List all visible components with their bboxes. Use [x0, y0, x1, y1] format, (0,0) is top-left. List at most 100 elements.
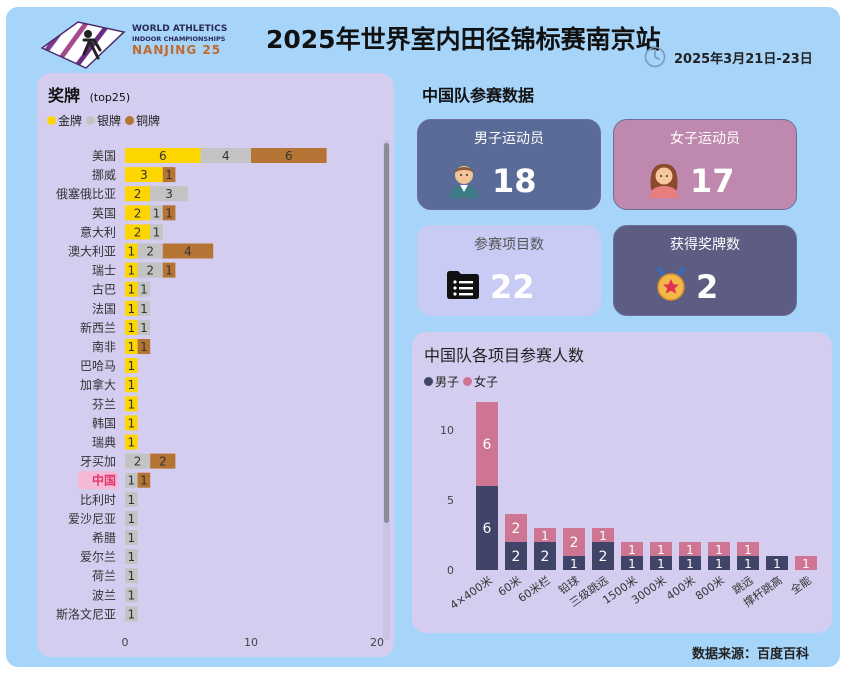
y-tick-label: 5 [447, 494, 454, 507]
legend-bronze: 铜牌 [125, 112, 160, 129]
medal-bar-segment [125, 224, 151, 240]
highlight-label-bg [78, 471, 118, 490]
project-bar-segment [563, 556, 585, 570]
medal-bar-segment [125, 587, 138, 603]
project-value-label: 1 [686, 557, 694, 571]
project-bar-segment [534, 542, 556, 570]
medal-bar-segment [137, 472, 151, 488]
medal-value-label: 2 [146, 245, 154, 259]
project-category-label: 800米 [693, 574, 727, 603]
project-bar-segment [708, 542, 730, 556]
project-chart-title: 中国队各项目参赛人数 [424, 346, 585, 365]
medal-value-label: 1 [127, 474, 135, 488]
medals-subtitle: (top25) [89, 91, 131, 104]
project-value-label: 1 [715, 557, 723, 571]
project-bar-segment [766, 556, 788, 570]
medal-bar-segment [125, 339, 138, 354]
medal-bar-segment [125, 358, 138, 374]
country-label: 韩国 [92, 415, 116, 430]
medal-value-label: 1 [127, 416, 135, 430]
x-tick-label: 20 [370, 636, 384, 649]
country-label: 俄塞俄比亚 [56, 186, 116, 201]
project-value-label: 2 [570, 535, 579, 551]
card-male-value: 18 [492, 162, 537, 200]
medal-bar-segment [137, 300, 151, 316]
country-label: 爱沙尼亚 [68, 512, 116, 526]
project-value-label: 1 [715, 543, 723, 557]
medal-value-label: 2 [134, 206, 142, 220]
card-female-athletes: 女子运动员 17 [613, 119, 797, 210]
medal-icon [656, 266, 686, 301]
medal-bar-segment [125, 415, 138, 431]
country-label: 希腊 [92, 530, 116, 545]
medal-bar-segment [125, 319, 138, 335]
medal-bar-segment [137, 262, 163, 278]
female-athlete-icon [650, 164, 678, 198]
project-bar-segment [679, 556, 701, 570]
medal-bar-segment [162, 243, 214, 259]
project-value-label: 1 [570, 557, 578, 571]
card-medals: 获得奖牌数 2 [613, 225, 797, 316]
project-category-label: 全能 [788, 573, 814, 597]
medal-bar-segment [137, 281, 151, 297]
medal-bar-segment [150, 205, 163, 221]
medal-value-label: 1 [127, 397, 135, 411]
medal-value-label: 2 [134, 225, 142, 239]
china-section-title: 中国队参赛数据 [422, 86, 535, 105]
medal-bar-segment [150, 453, 176, 469]
x-tick-label: 0 [122, 636, 129, 649]
country-label: 芬兰 [92, 397, 116, 411]
medal-value-label: 1 [165, 206, 173, 220]
medal-value-label: 6 [285, 149, 293, 163]
project-bar-segment [650, 542, 672, 556]
page-title: 2025年世界室内田径锦标赛南京站 [266, 25, 661, 54]
country-label: 古巴 [92, 282, 116, 297]
project-value-label: 1 [744, 543, 752, 557]
legend-silver: 银牌 [86, 112, 121, 129]
card-male-athletes: 男子运动员 18 [417, 119, 601, 210]
medal-value-label: 4 [222, 149, 230, 163]
project-value-label: 6 [483, 521, 492, 537]
project-bar-segment [505, 542, 527, 570]
project-category-label: 60米栏 [515, 573, 553, 605]
project-bar-segment [795, 556, 817, 570]
country-label: 美国 [92, 149, 116, 163]
card-female-label: 女子运动员 [670, 131, 740, 147]
legend-female-label: 女子 [474, 375, 499, 389]
medal-value-label: 1 [127, 607, 135, 621]
medals-title: 奖牌 (top25) [48, 82, 130, 106]
project-value-label: 1 [657, 543, 665, 557]
medal-bar-segment [125, 510, 138, 526]
project-bar-segment [621, 542, 643, 556]
card-male-label: 男子运动员 [474, 131, 544, 147]
project-value-label: 1 [599, 529, 607, 543]
country-label: 新西兰 [80, 320, 116, 335]
medal-bar-segment [162, 262, 176, 278]
medal-bar-segment [125, 281, 138, 297]
legend-male: 男子 [424, 373, 459, 390]
medal-bar-segment [125, 167, 163, 183]
legend-female: 女子 [463, 373, 498, 390]
medal-value-label: 1 [127, 512, 135, 526]
country-label: 南非 [92, 339, 116, 354]
card-events-label: 参赛项目数 [474, 237, 544, 253]
medal-value-label: 3 [140, 168, 148, 182]
logo-line-2: INDOOR CHAMPIONSHIPS [132, 35, 226, 43]
country-label: 波兰 [92, 588, 116, 602]
medal-bar-segment [125, 243, 138, 259]
legend-silver-label: 银牌 [97, 114, 122, 128]
x-tick-label: 10 [244, 636, 258, 649]
scroll-thumb[interactable] [384, 143, 389, 523]
medal-value-label: 4 [184, 245, 192, 259]
medal-value-label: 1 [140, 340, 148, 354]
project-value-label: 2 [541, 549, 550, 565]
medal-value-label: 1 [165, 264, 173, 278]
medal-value-label: 2 [134, 455, 142, 469]
medal-bar-segment [125, 205, 151, 221]
medals-legend: 金牌 银牌 铜牌 [47, 112, 164, 129]
project-bar-segment [737, 542, 759, 556]
date-display: 2025年3月21日-23日 [644, 46, 813, 68]
medal-bar-segment [125, 396, 138, 412]
project-value-label: 1 [744, 557, 752, 571]
